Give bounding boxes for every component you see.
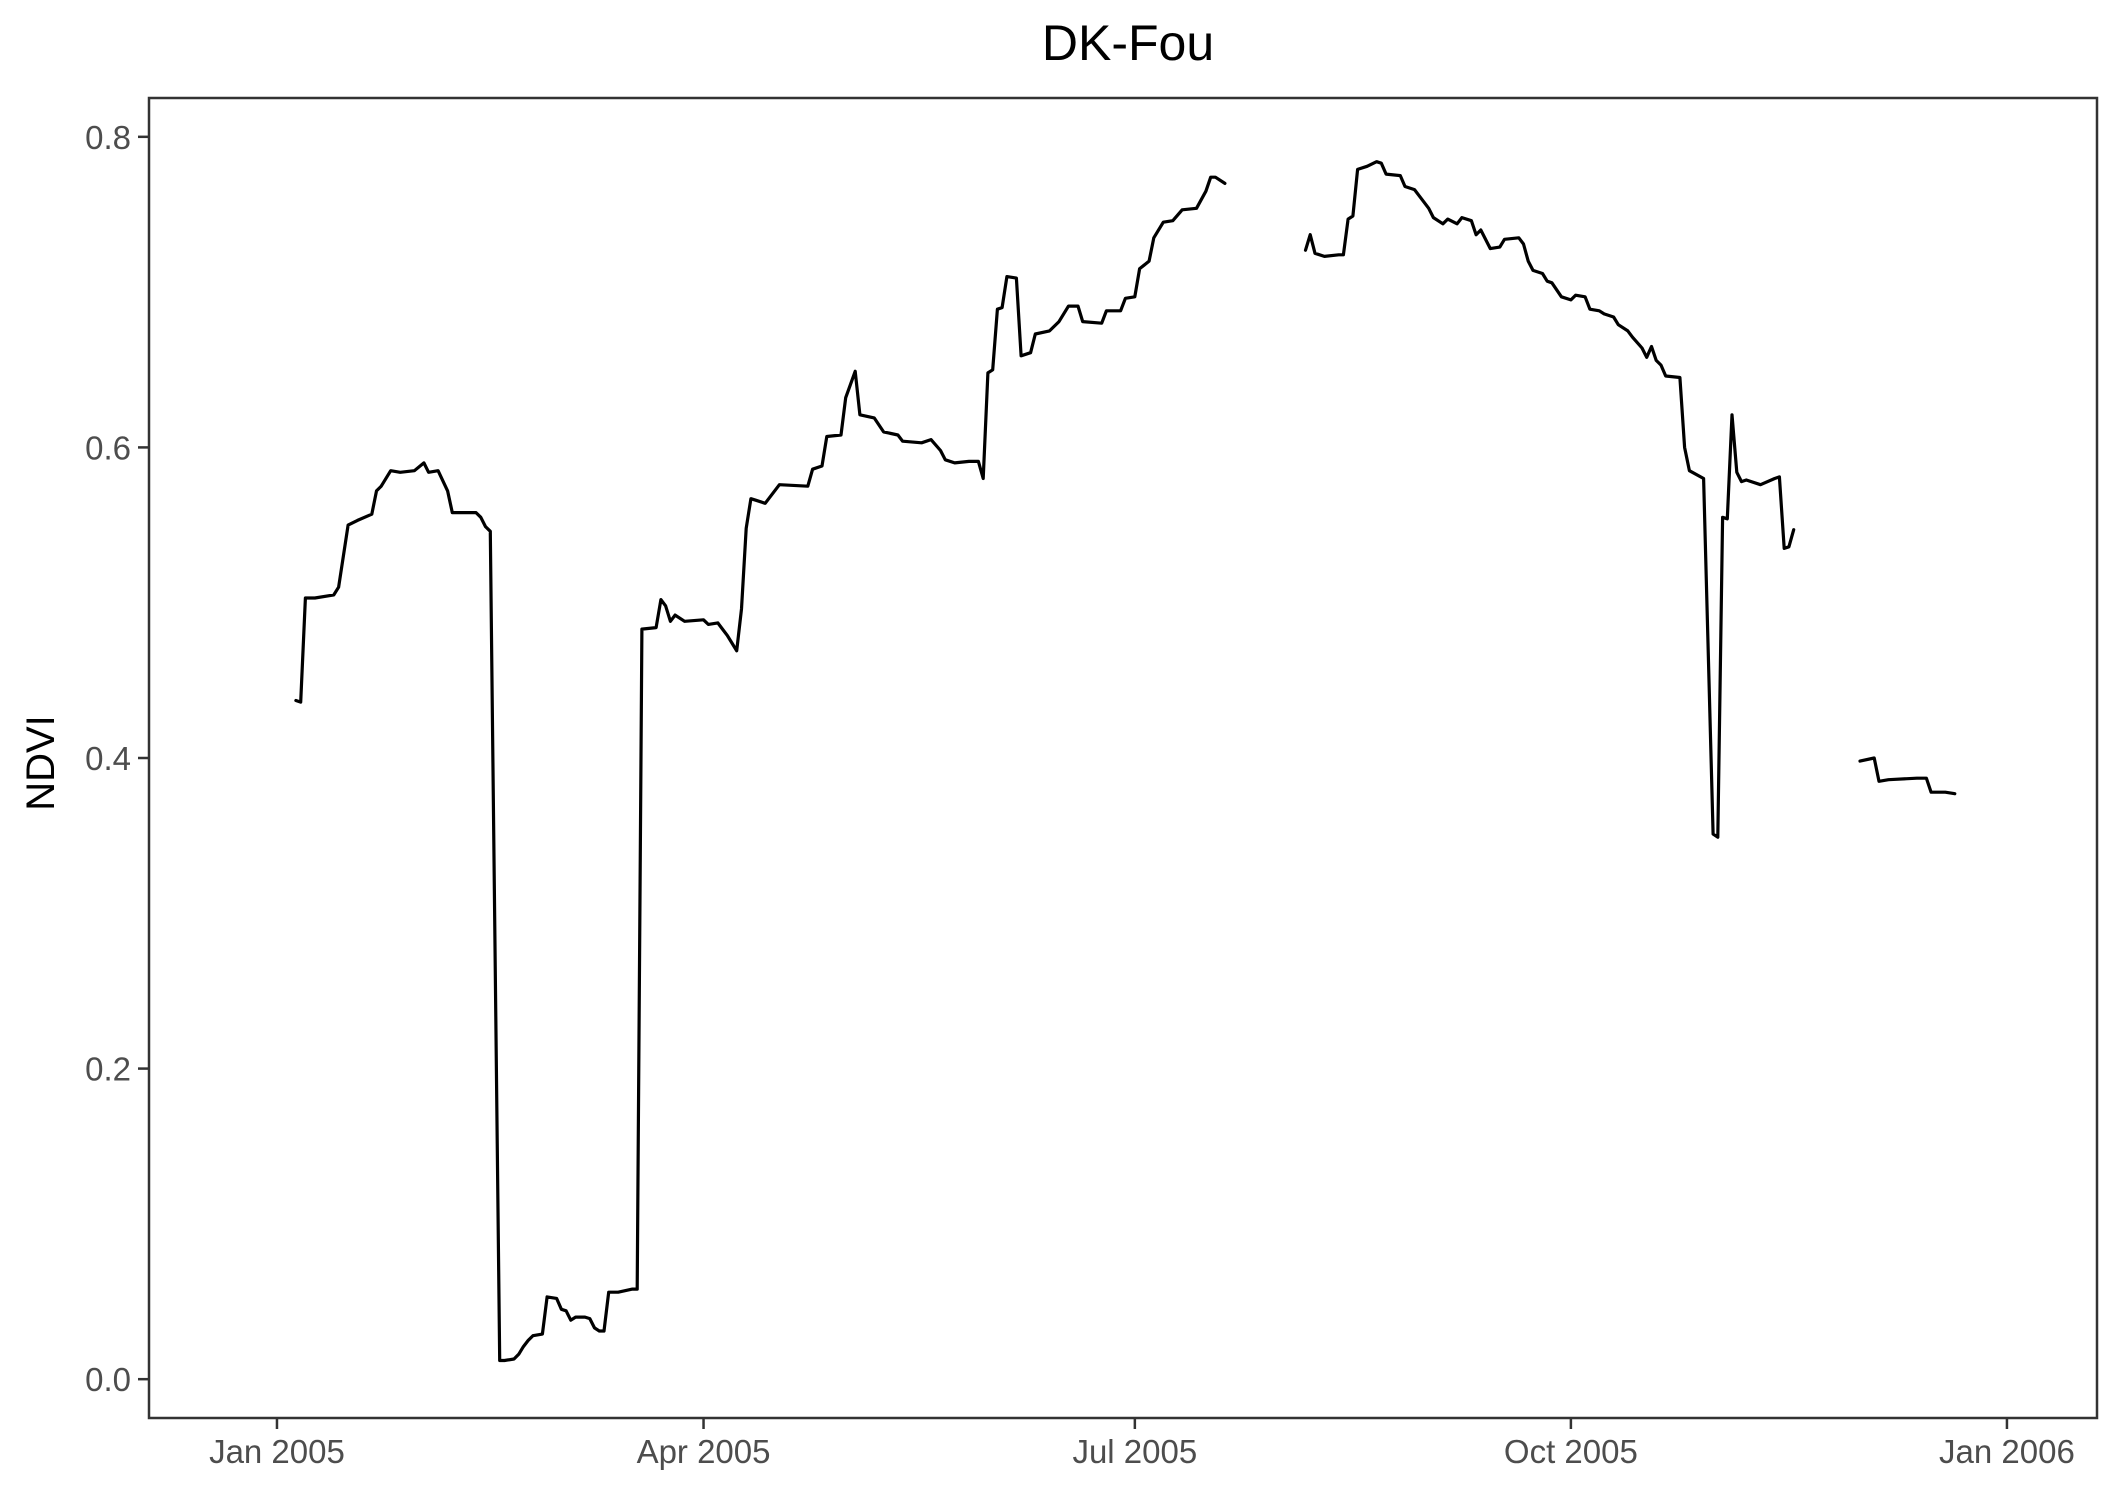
y-tick-label: 0.6 <box>85 429 131 466</box>
x-tick-label: Jan 2005 <box>209 1433 345 1470</box>
plot-series <box>294 160 1957 1363</box>
ndvi-line-segment-1 <box>294 175 1227 1363</box>
x-tick-label: Jul 2005 <box>1072 1433 1197 1470</box>
y-tick-label: 0.8 <box>85 119 131 156</box>
y-tick-label: 0.2 <box>85 1051 131 1088</box>
x-tick-label: Jan 2006 <box>1939 1433 2075 1470</box>
y-axis-label: NDVI <box>19 715 63 811</box>
x-tick-label: Apr 2005 <box>637 1433 771 1470</box>
x-axis: Jan 2005 Apr 2005 Jul 2005 Oct 2005 Jan 2006 <box>209 1418 2075 1470</box>
y-axis: 0.0 0.2 0.4 0.6 0.8 <box>85 119 149 1398</box>
plot-panel-border <box>147 96 2099 1420</box>
y-tick-label: 0.4 <box>85 740 131 777</box>
ndvi-line-segment-3 <box>1858 756 1957 796</box>
chart-title: DK-Fou <box>1042 15 1214 71</box>
y-tick-label: 0.0 <box>85 1361 131 1398</box>
x-tick-label: Oct 2005 <box>1504 1433 1638 1470</box>
ndvi-line-segment-2 <box>1303 160 1796 839</box>
